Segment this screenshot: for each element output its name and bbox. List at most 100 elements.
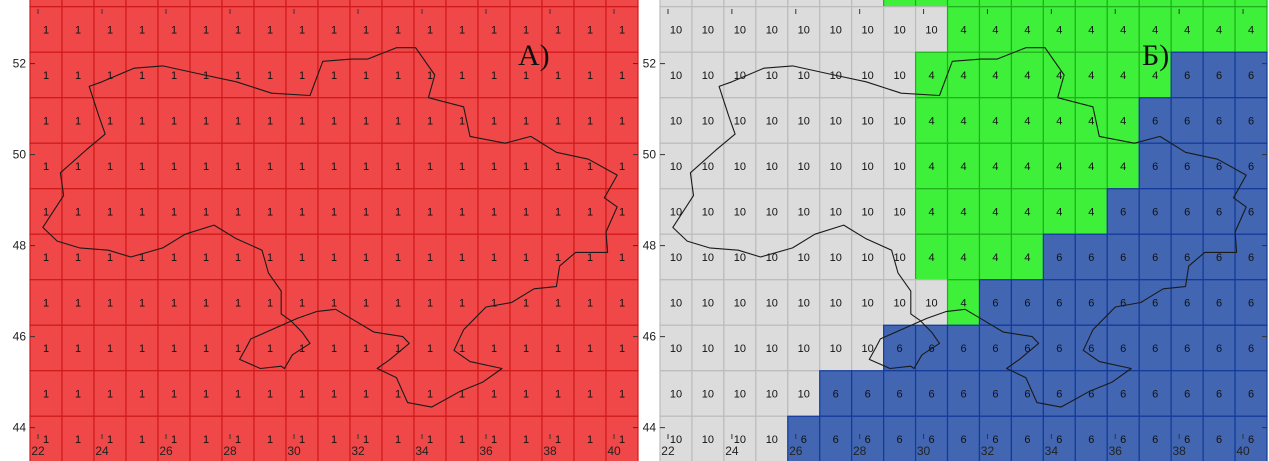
grid-cell [445, 233, 479, 281]
cell-value: 1 [299, 115, 305, 127]
grid-cell [381, 188, 415, 235]
cell-value: 4 [1216, 24, 1222, 36]
cell-value: 4 [1120, 115, 1126, 127]
grid-cell [1234, 233, 1268, 281]
cell-value: 1 [619, 388, 625, 400]
grid-cell [691, 415, 725, 461]
grid-cell [317, 0, 351, 8]
grid-cell [851, 279, 885, 326]
cell-value: 1 [395, 343, 401, 355]
cell-value: 1 [267, 115, 273, 127]
grid-cell [605, 0, 639, 8]
grid-cell [605, 233, 639, 281]
cell-value: 1 [43, 252, 49, 264]
grid-cell [349, 415, 383, 461]
cell-value: 6 [1056, 343, 1062, 355]
cell-value: 4 [1088, 24, 1094, 36]
cell-value: 1 [331, 434, 337, 446]
grid-cell [413, 415, 447, 461]
cell-value: 1 [523, 161, 529, 173]
cell-value: 1 [203, 70, 209, 82]
grid-cell [883, 188, 917, 235]
grid-cell [1202, 97, 1236, 144]
grid-cell [819, 415, 853, 461]
grid-cell [253, 415, 287, 461]
cell-value: 4 [1024, 24, 1030, 36]
cell-value: 1 [555, 70, 561, 82]
cell-value: 6 [1152, 297, 1158, 309]
cell-value: 6 [1088, 297, 1094, 309]
cell-value: 1 [203, 252, 209, 264]
x-tick-label: 36 [479, 444, 493, 458]
cell-value: 1 [107, 297, 113, 309]
cell-value: 1 [587, 70, 593, 82]
cell-value: 10 [893, 161, 905, 173]
cell-value: 1 [267, 70, 273, 82]
grid-cell [29, 233, 63, 281]
cell-value: 1 [587, 343, 593, 355]
cell-value: 1 [491, 388, 497, 400]
cell-value: 1 [523, 206, 529, 218]
grid-cell [381, 51, 415, 99]
grid-cell [755, 97, 789, 144]
grid-cell [573, 6, 607, 53]
cell-value: 1 [427, 161, 433, 173]
grid-cell [573, 279, 607, 326]
cell-value: 1 [491, 24, 497, 36]
grid-cell [659, 51, 693, 99]
cell-value: 6 [992, 343, 998, 355]
grid-cell [445, 97, 479, 144]
cell-value: 6 [1152, 115, 1158, 127]
country-outline [42, 47, 618, 408]
cell-value: 1 [171, 24, 177, 36]
grid-cell [253, 324, 287, 372]
grid-cell [1138, 51, 1172, 99]
cell-value: 10 [798, 70, 810, 82]
grid-cell [787, 142, 821, 190]
grid-cell [477, 279, 511, 326]
x-tick-label: 38 [543, 444, 557, 458]
cell-value: 1 [395, 70, 401, 82]
cell-value: 1 [139, 252, 145, 264]
grid-cell [691, 188, 725, 235]
cell-value: 6 [1120, 343, 1126, 355]
cell-value: 1 [523, 252, 529, 264]
cell-value: 6 [865, 388, 871, 400]
cell-value: 10 [862, 297, 874, 309]
cell-value: 1 [203, 115, 209, 127]
cell-value: 10 [798, 343, 810, 355]
cell-value: 1 [171, 161, 177, 173]
cell-value: 1 [267, 252, 273, 264]
grid-cell [221, 51, 255, 99]
cell-value: 10 [766, 70, 778, 82]
cell-value: 1 [555, 297, 561, 309]
grid-cell [1106, 324, 1140, 372]
cell-value: 1 [523, 24, 529, 36]
cell-value: 6 [1088, 388, 1094, 400]
cell-value: 10 [862, 70, 874, 82]
cell-value: 4 [960, 115, 966, 127]
cell-value: 10 [798, 24, 810, 36]
cell-value: 6 [1088, 343, 1094, 355]
grid-cell [61, 0, 95, 8]
cell-value: 6 [960, 388, 966, 400]
cell-value: 6 [865, 434, 871, 446]
grid-cell [189, 370, 223, 417]
cell-value: 4 [1184, 24, 1190, 36]
cell-value: 4 [1024, 252, 1030, 264]
x-tick-label: 32 [981, 444, 995, 458]
cell-value: 1 [75, 388, 81, 400]
grid-cell [1042, 370, 1076, 417]
cell-value: 1 [555, 206, 561, 218]
cell-value: 6 [1120, 434, 1126, 446]
grid-cell [477, 370, 511, 417]
cell-value: 1 [235, 206, 241, 218]
cell-value: 1 [555, 252, 561, 264]
cell-value: 6 [1120, 252, 1126, 264]
grid-cell [125, 279, 159, 326]
grid-cell [978, 233, 1013, 281]
grid-cell [946, 370, 981, 417]
grid-cell [541, 0, 575, 8]
grid-cell [509, 0, 543, 8]
grid-cell [659, 233, 693, 281]
